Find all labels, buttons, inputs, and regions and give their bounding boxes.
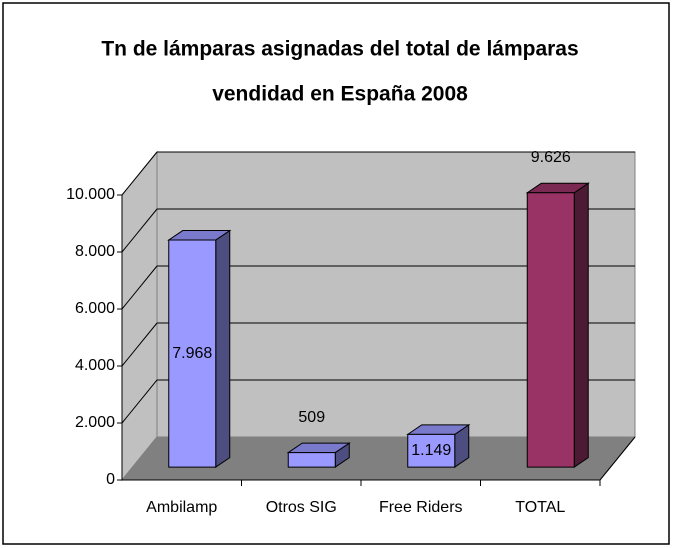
y-tick-label: 4.000 (75, 357, 115, 374)
bar (167, 229, 232, 469)
chart-title: vendidad en España 2008 (212, 83, 468, 106)
bar-front (526, 192, 575, 468)
value-label: 9.626 (531, 149, 571, 166)
floor-edge (599, 436, 636, 481)
bar (525, 182, 590, 469)
value-label: 7.968 (172, 345, 212, 362)
value-label: 1.149 (411, 442, 451, 459)
value-label: 509 (298, 409, 325, 426)
x-tick-label: TOTAL (515, 499, 565, 516)
x-tick-label: Ambilamp (146, 499, 217, 516)
bar-side (573, 182, 589, 469)
y-tick-label: 6.000 (75, 300, 115, 317)
grid-line (121, 322, 158, 367)
grid-line (121, 265, 158, 310)
y-tick-label: 10.000 (66, 186, 115, 203)
y-tick-label: 2.000 (75, 414, 115, 431)
bar-side (215, 229, 231, 469)
x-tick-label: Free Riders (379, 499, 463, 516)
chart-title: Tn de lámparas asignadas del total de lá… (101, 38, 578, 61)
bar-front (287, 452, 336, 468)
grid-line (121, 379, 158, 424)
x-tick-label: Otros SIG (266, 499, 337, 516)
bar (286, 442, 351, 469)
grid-line (121, 208, 158, 253)
grid-line (121, 151, 158, 196)
bar-front (168, 239, 217, 468)
y-tick-label: 0 (106, 471, 115, 488)
y-tick-label: 8.000 (75, 243, 115, 260)
side-wall (121, 150, 158, 482)
bar-front (407, 433, 456, 468)
bar (406, 423, 471, 469)
